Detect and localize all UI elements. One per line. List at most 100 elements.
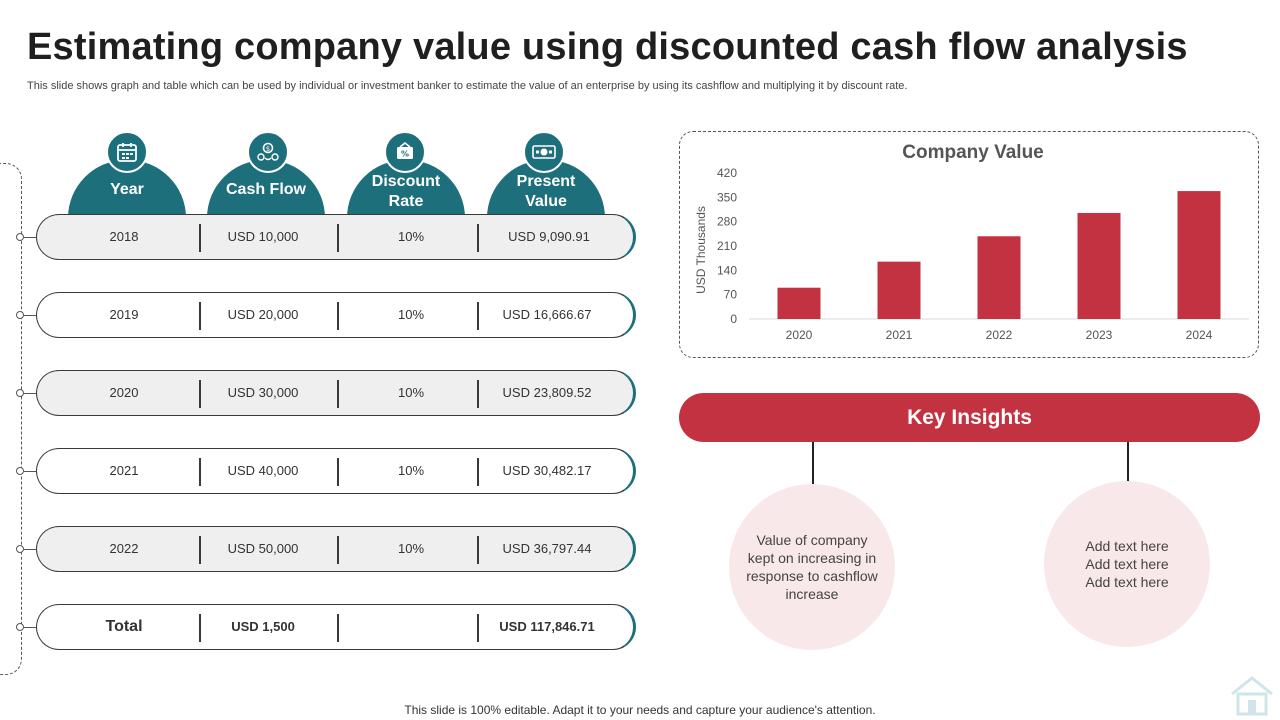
table-row: 2022 USD 50,000 10% USD 36,797.44 bbox=[36, 526, 636, 572]
cell-present-value: USD 16,666.67 bbox=[502, 307, 592, 322]
bar bbox=[1177, 191, 1221, 319]
y-tick-label: 210 bbox=[717, 239, 737, 253]
table-total-row: Total USD 1,500 USD 117,846.71 bbox=[36, 604, 636, 650]
divider bbox=[199, 458, 201, 486]
header-year-label: Year bbox=[110, 181, 144, 198]
total-present-value: USD 117,846.71 bbox=[499, 619, 595, 634]
cell-rate: 10% bbox=[397, 385, 425, 400]
header-cash-flow-label: Cash Flow bbox=[225, 181, 306, 198]
insight-circle-left: Value of company kept on increasing in r… bbox=[729, 484, 895, 650]
divider bbox=[337, 614, 339, 642]
cell-year: 2020 bbox=[109, 385, 139, 400]
bar bbox=[977, 236, 1021, 319]
cell-cash-flow: USD 30,000 bbox=[227, 385, 299, 400]
divider bbox=[477, 380, 479, 408]
total-rate bbox=[339, 605, 483, 649]
bar bbox=[877, 261, 921, 319]
insight-circle-right: Add text here Add text here Add text her… bbox=[1044, 481, 1210, 647]
connector-line bbox=[24, 393, 36, 394]
cell-rate: 10% bbox=[397, 463, 425, 478]
x-tick-label: 2020 bbox=[786, 328, 813, 342]
footer-note: This slide is 100% editable. Adapt it to… bbox=[404, 703, 876, 717]
table-row: 2018 USD 10,000 10% USD 9,090.91 bbox=[36, 214, 636, 260]
svg-text:$: $ bbox=[266, 145, 270, 153]
cell-present-value: USD 23,809.52 bbox=[502, 385, 592, 400]
divider bbox=[199, 302, 201, 330]
key-insights-banner: Key Insights bbox=[679, 393, 1260, 442]
divider bbox=[337, 536, 339, 564]
header-present-value-label: Present Value bbox=[516, 173, 576, 210]
connector-dot bbox=[16, 389, 24, 397]
total-label: Total bbox=[105, 618, 143, 635]
connector-dot bbox=[16, 467, 24, 475]
chart-frame bbox=[679, 131, 1259, 358]
cell-year: 2019 bbox=[109, 307, 139, 322]
connector-line bbox=[24, 549, 36, 550]
x-tick-label: 2023 bbox=[1086, 328, 1113, 342]
connector-line bbox=[24, 315, 36, 316]
connector-line bbox=[24, 237, 36, 238]
x-tick-label: 2022 bbox=[986, 328, 1013, 342]
cell-cash-flow: USD 10,000 bbox=[227, 229, 299, 244]
connector-line bbox=[24, 471, 36, 472]
divider bbox=[477, 224, 479, 252]
divider bbox=[199, 536, 201, 564]
y-axis-label: USD Thousands bbox=[694, 206, 708, 294]
page-title: Estimating company value using discounte… bbox=[27, 26, 1188, 68]
y-tick-label: 70 bbox=[724, 288, 738, 302]
cell-cash-flow: USD 50,000 bbox=[227, 541, 299, 556]
divider bbox=[337, 302, 339, 330]
cell-rate: 10% bbox=[397, 229, 425, 244]
cell-rate: 10% bbox=[397, 541, 425, 556]
cell-year: 2021 bbox=[109, 463, 139, 478]
divider bbox=[337, 380, 339, 408]
cell-rate: 10% bbox=[397, 307, 425, 322]
divider bbox=[337, 458, 339, 486]
divider bbox=[477, 458, 479, 486]
divider bbox=[199, 380, 201, 408]
x-tick-label: 2024 bbox=[1186, 328, 1213, 342]
divider bbox=[477, 536, 479, 564]
cell-present-value: USD 9,090.91 bbox=[508, 229, 590, 244]
cell-present-value: USD 30,482.17 bbox=[502, 463, 592, 478]
y-tick-label: 140 bbox=[717, 263, 737, 277]
discount-icon: % bbox=[384, 131, 426, 173]
connector-dot bbox=[16, 623, 24, 631]
svg-text:%: % bbox=[401, 150, 409, 159]
connector-dot bbox=[16, 545, 24, 553]
x-tick-label: 2021 bbox=[886, 328, 913, 342]
y-tick-label: 280 bbox=[717, 215, 737, 229]
cell-cash-flow: USD 40,000 bbox=[227, 463, 299, 478]
chart-title: Company Value bbox=[902, 142, 1044, 163]
connector-line bbox=[24, 627, 36, 628]
cell-year: 2018 bbox=[109, 229, 139, 244]
divider bbox=[477, 614, 479, 642]
page-subtitle: This slide shows graph and table which c… bbox=[27, 80, 908, 92]
bar-chart: 0 70 140 210 280 350 420 USD Thousands 2020 2021 2… bbox=[694, 166, 1249, 342]
divider bbox=[199, 614, 201, 642]
total-cash-flow: USD 1,500 bbox=[231, 619, 295, 634]
cell-cash-flow: USD 20,000 bbox=[227, 307, 299, 322]
cell-present-value: USD 36,797.44 bbox=[502, 541, 592, 556]
insight-left-text: Value of company kept on increasing in r… bbox=[746, 532, 878, 602]
y-tick-label: 350 bbox=[717, 190, 737, 204]
divider bbox=[199, 224, 201, 252]
connector-line bbox=[812, 442, 814, 498]
header-discount-rate-label: Discount Rate bbox=[371, 173, 441, 210]
y-tick-label: 0 bbox=[730, 312, 737, 326]
cell-year: 2022 bbox=[109, 541, 139, 556]
table-row: 2019 USD 20,000 10% USD 16,666.67 bbox=[36, 292, 636, 338]
connector-line bbox=[1127, 442, 1129, 498]
y-tick-label: 420 bbox=[717, 166, 737, 180]
connector-dot bbox=[16, 233, 24, 241]
divider bbox=[477, 302, 479, 330]
money-icon bbox=[523, 131, 565, 173]
calendar-icon bbox=[106, 131, 148, 173]
home-logo-icon bbox=[1231, 676, 1273, 716]
bar bbox=[1077, 212, 1121, 319]
cash-flow-icon: $ bbox=[247, 131, 289, 173]
divider bbox=[337, 224, 339, 252]
bar bbox=[777, 287, 821, 319]
insight-right-text: Add text here Add text here Add text her… bbox=[1085, 538, 1169, 590]
connector-dot bbox=[16, 311, 24, 319]
